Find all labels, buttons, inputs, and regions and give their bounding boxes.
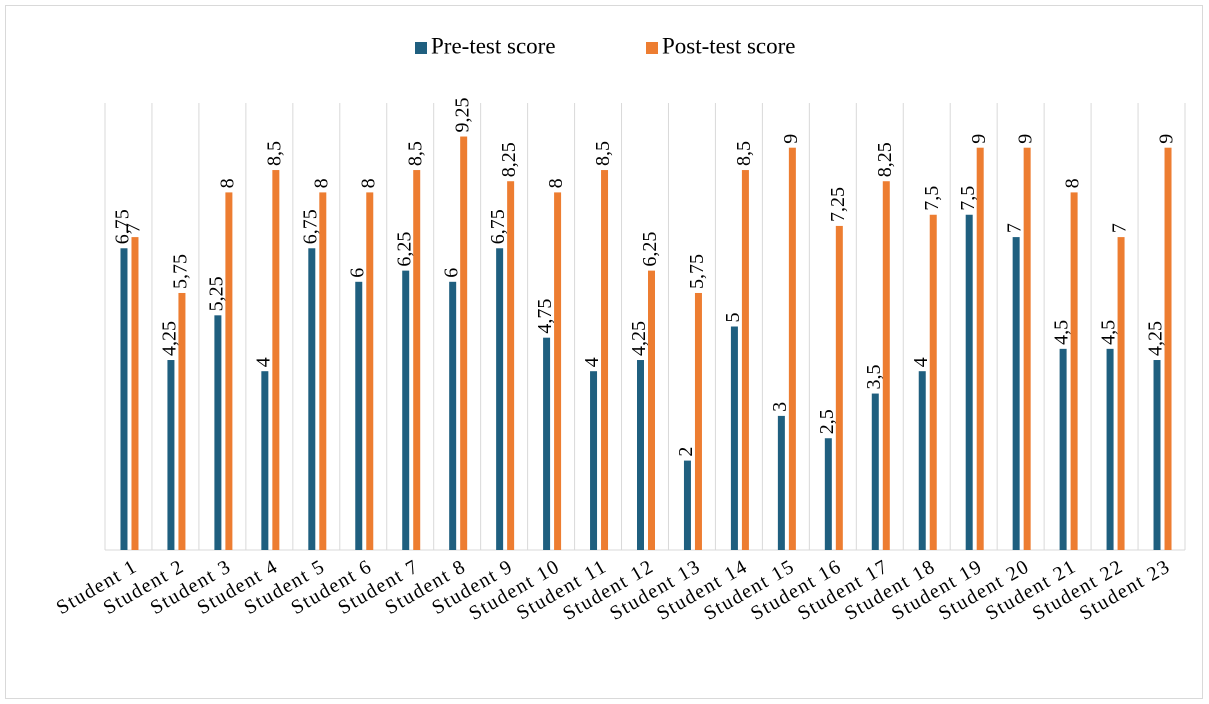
data-label: 8,5 [263, 141, 285, 166]
legend-swatch [415, 42, 427, 54]
data-label: 6,75 [487, 209, 509, 244]
bar [683, 460, 691, 550]
bar [1117, 237, 1125, 550]
data-label: 7,5 [921, 186, 943, 211]
data-label: 9,25 [451, 98, 473, 133]
data-label: 8 [357, 178, 379, 188]
data-label: 4,75 [534, 299, 556, 334]
data-label: 8,25 [498, 142, 520, 177]
data-label: 2,5 [816, 409, 838, 434]
bar [120, 248, 128, 550]
data-label: 4 [910, 357, 932, 367]
bar [882, 181, 890, 550]
data-label: 4,25 [628, 321, 650, 356]
bar [214, 315, 222, 550]
data-label: 8,5 [592, 141, 614, 166]
bar [1164, 147, 1172, 550]
bar [777, 415, 785, 550]
data-label: 2 [675, 447, 697, 457]
bar [1059, 348, 1067, 550]
data-label: 6 [346, 268, 368, 278]
bar [308, 248, 316, 550]
bar [543, 337, 551, 550]
data-label: 8 [216, 178, 238, 188]
data-label: 7 [1109, 223, 1131, 233]
bar [131, 237, 139, 550]
data-label: 4,5 [1051, 320, 1073, 345]
bar [824, 438, 832, 550]
data-label: 4,25 [159, 321, 181, 356]
data-label: 4,25 [1145, 321, 1167, 356]
bar [1153, 360, 1161, 550]
bar [496, 248, 504, 550]
bar [167, 360, 175, 550]
bar [355, 281, 363, 550]
bar [601, 170, 609, 551]
legend-label: Pre-test score [431, 33, 556, 58]
data-label: 7,25 [827, 187, 849, 222]
bar [507, 181, 515, 550]
bar [402, 270, 410, 550]
bar [590, 371, 598, 550]
bar [965, 214, 973, 550]
data-label: 7 [1004, 223, 1026, 233]
bar [648, 270, 655, 550]
bar [272, 170, 280, 551]
bar [637, 360, 644, 550]
bar [319, 192, 327, 550]
legend-label: Post-test score [662, 33, 796, 58]
data-label: 4,5 [1098, 320, 1120, 345]
data-label: 7,5 [957, 186, 979, 211]
bar [730, 326, 738, 550]
data-label: 7 [123, 223, 145, 233]
data-label: 9 [780, 134, 802, 144]
data-label: 9 [968, 134, 990, 144]
data-label: 8,5 [404, 141, 426, 166]
bar [694, 292, 702, 550]
bar [741, 170, 749, 551]
bar [460, 136, 468, 550]
bar [835, 225, 843, 551]
bar [366, 192, 374, 550]
bar [261, 371, 269, 550]
bar [788, 147, 796, 550]
data-label: 6,75 [299, 209, 321, 244]
data-label: 3 [769, 402, 791, 412]
data-label: 4 [252, 357, 274, 367]
bar [225, 192, 233, 550]
data-label: 6,25 [393, 232, 415, 267]
bar [554, 192, 562, 550]
bar [178, 292, 186, 550]
bar [976, 147, 984, 550]
data-label: 9 [1015, 134, 1037, 144]
bar [413, 170, 421, 551]
bar [1106, 348, 1114, 550]
data-label: 9 [1156, 134, 1178, 144]
bar [918, 371, 926, 550]
bar [871, 393, 879, 550]
legend-swatch [646, 42, 658, 54]
data-label: 4 [581, 357, 603, 367]
bar [1023, 147, 1031, 550]
data-label: 8,25 [874, 142, 896, 177]
data-label: 8 [310, 178, 332, 188]
data-label: 6,75 [112, 209, 134, 244]
data-label: 5,75 [686, 254, 708, 289]
data-label: 8,5 [733, 141, 755, 166]
data-label: 5,75 [170, 254, 192, 289]
data-label: 8 [1062, 178, 1084, 188]
bar [1012, 237, 1020, 550]
data-label: 6,25 [639, 232, 661, 267]
data-label: 5 [722, 313, 744, 323]
data-label: 5,25 [205, 276, 227, 311]
data-label: 8 [545, 178, 567, 188]
data-label: 6 [440, 268, 462, 278]
data-label: 3,5 [863, 365, 885, 390]
bar [929, 214, 937, 550]
bar [1070, 192, 1078, 550]
bar [449, 281, 457, 550]
